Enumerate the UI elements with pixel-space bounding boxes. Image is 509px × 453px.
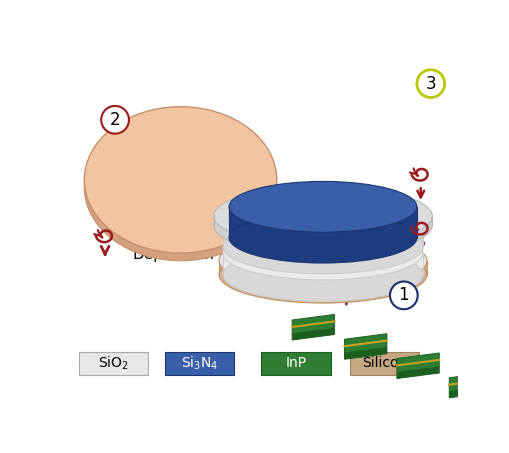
Ellipse shape [213, 195, 432, 255]
Ellipse shape [218, 246, 426, 303]
Ellipse shape [222, 204, 422, 258]
Text: SiO$_2$: SiO$_2$ [98, 354, 129, 372]
Ellipse shape [222, 226, 422, 280]
Polygon shape [448, 372, 491, 392]
Ellipse shape [222, 248, 422, 302]
Text: Deposition: Deposition [132, 247, 214, 262]
Polygon shape [213, 216, 432, 225]
FancyBboxPatch shape [261, 352, 330, 375]
Polygon shape [448, 386, 491, 398]
Polygon shape [396, 367, 438, 379]
Circle shape [389, 281, 417, 309]
Polygon shape [222, 253, 422, 275]
Text: InP: InP [285, 356, 306, 370]
Ellipse shape [229, 212, 416, 263]
Text: Bonding: Bonding [132, 205, 195, 220]
Polygon shape [396, 353, 438, 372]
Polygon shape [292, 328, 334, 340]
FancyBboxPatch shape [79, 352, 148, 375]
Text: Planarization: Planarization [132, 228, 232, 243]
Ellipse shape [222, 220, 422, 274]
Ellipse shape [218, 232, 426, 289]
FancyBboxPatch shape [165, 352, 234, 375]
Polygon shape [229, 207, 416, 238]
Circle shape [101, 106, 129, 134]
Ellipse shape [229, 181, 416, 232]
Polygon shape [218, 261, 426, 275]
Text: Si$_3$N$_4$: Si$_3$N$_4$ [181, 354, 218, 372]
Ellipse shape [84, 107, 276, 253]
Text: 2: 2 [109, 111, 120, 129]
Circle shape [416, 70, 444, 97]
Ellipse shape [213, 186, 432, 246]
Ellipse shape [84, 115, 276, 261]
Text: Silicon: Silicon [361, 356, 406, 370]
FancyBboxPatch shape [349, 352, 418, 375]
Text: 1: 1 [398, 286, 408, 304]
Polygon shape [222, 231, 422, 247]
Polygon shape [344, 347, 386, 359]
Polygon shape [344, 334, 386, 353]
Polygon shape [292, 314, 334, 334]
Text: 3: 3 [425, 75, 435, 92]
Polygon shape [84, 180, 276, 188]
